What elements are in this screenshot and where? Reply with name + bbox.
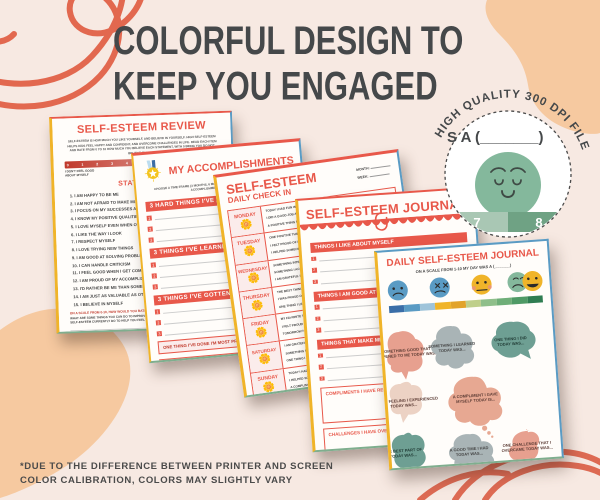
svg-text:S A (_______): S A (_______): [447, 129, 543, 146]
